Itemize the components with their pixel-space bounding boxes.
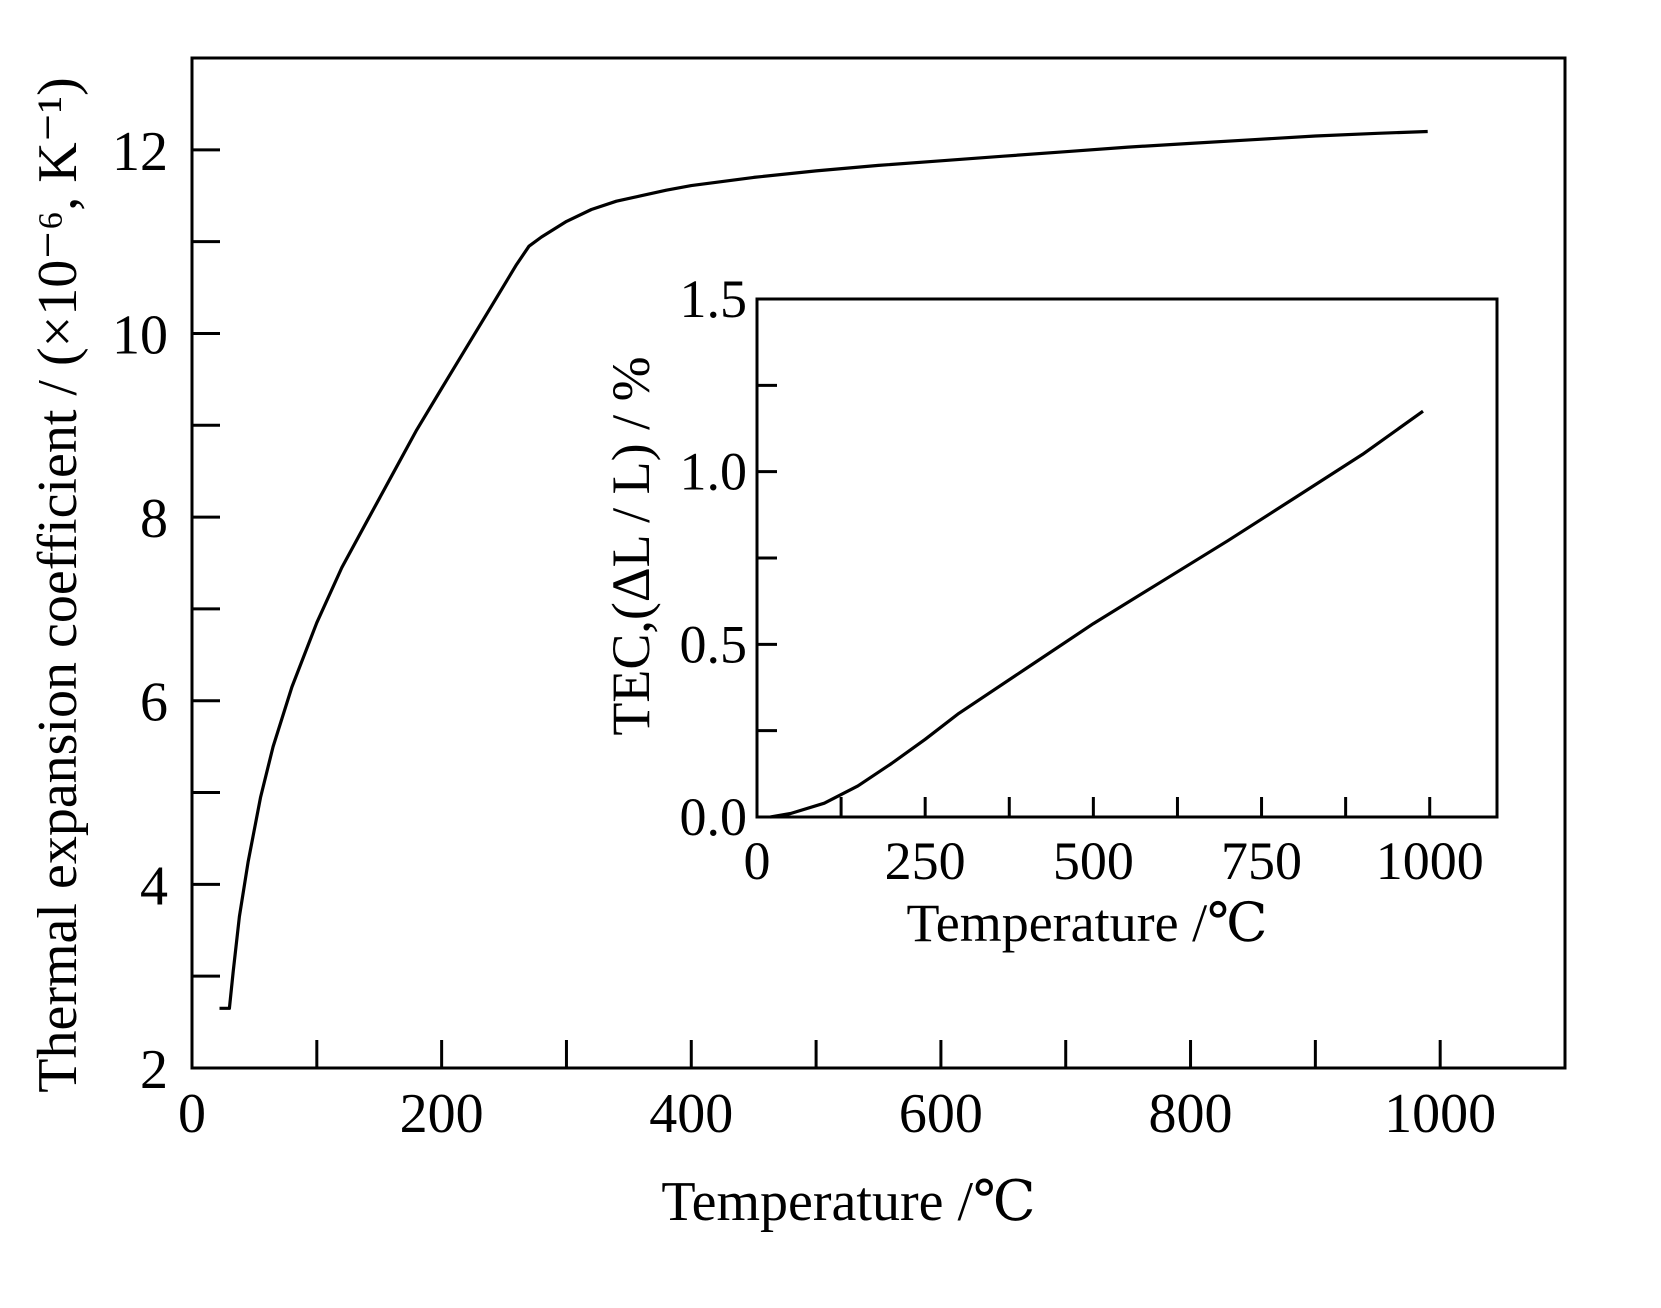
main-x-axis-label: Temperature /℃ bbox=[661, 1171, 1035, 1233]
main-x-tick-label: 0 bbox=[178, 1083, 206, 1145]
main-y-tick-label: 2 bbox=[140, 1039, 168, 1101]
inset-x-tick-label: 750 bbox=[1221, 831, 1302, 891]
main-x-tick-label: 1000 bbox=[1384, 1083, 1496, 1145]
main-y-tick-label: 10 bbox=[112, 304, 168, 366]
main-y-tick-label: 12 bbox=[112, 121, 168, 183]
inset-series-line bbox=[770, 409, 1424, 819]
main-y-tick-label: 8 bbox=[140, 488, 168, 550]
inset-y-tick-label: 0.0 bbox=[680, 787, 748, 847]
inset-x-axis-label: Temperature /℃ bbox=[907, 893, 1268, 953]
inset-y-tick-label: 0.5 bbox=[680, 614, 748, 674]
main-y-tick-label: 6 bbox=[140, 672, 168, 734]
inset-y-axis-label: TEC,(ΔL / L) / % bbox=[601, 356, 661, 735]
main-x-tick-label: 600 bbox=[899, 1083, 983, 1145]
main-x-tick-label: 200 bbox=[400, 1083, 484, 1145]
inset-y-tick-label: 1.0 bbox=[680, 442, 748, 502]
inset-plot-frame bbox=[755, 297, 1499, 819]
inset-x-tick-label: 500 bbox=[1053, 831, 1134, 891]
main-series-line bbox=[219, 129, 1428, 1010]
inset-x-tick-label: 250 bbox=[885, 831, 966, 891]
inset-x-tick-label: 1000 bbox=[1376, 831, 1484, 891]
main-y-tick-label: 4 bbox=[140, 855, 168, 917]
inset-x-tick-label: 0 bbox=[744, 831, 771, 891]
inset-y-tick-label: 1.5 bbox=[680, 269, 748, 329]
main-y-axis-label: Thermal expansion coefficient / (×10⁻⁶, … bbox=[27, 77, 89, 1092]
main-x-tick-label: 800 bbox=[1149, 1083, 1233, 1145]
main-x-tick-label: 400 bbox=[649, 1083, 733, 1145]
